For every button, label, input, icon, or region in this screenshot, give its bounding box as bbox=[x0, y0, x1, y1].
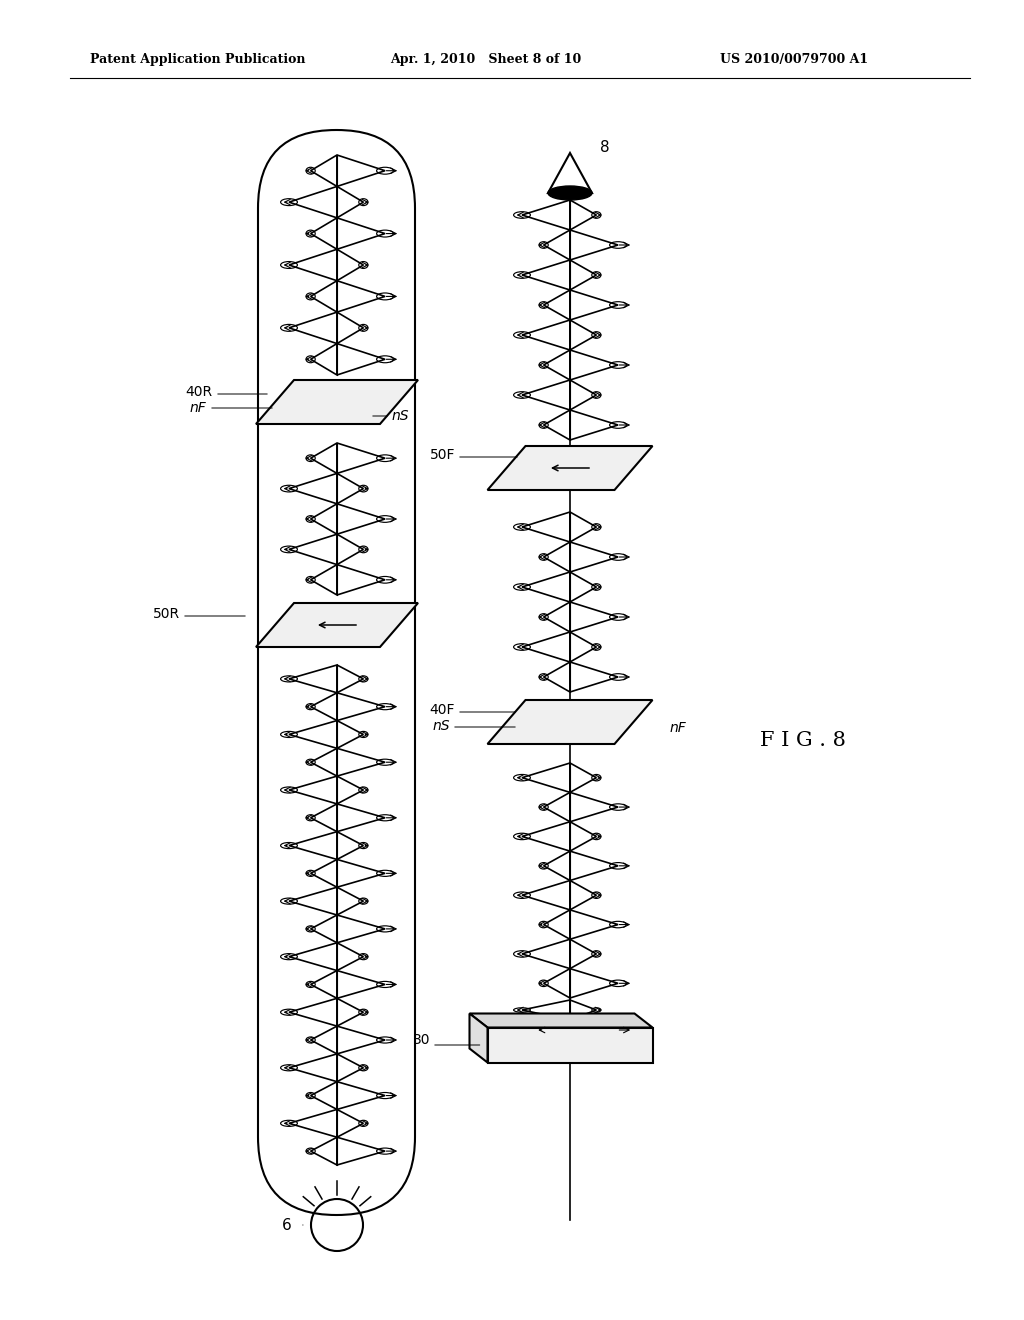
Text: Apr. 1, 2010   Sheet 8 of 10: Apr. 1, 2010 Sheet 8 of 10 bbox=[390, 54, 582, 66]
Text: 8: 8 bbox=[600, 140, 609, 156]
Text: 40R: 40R bbox=[185, 385, 212, 399]
Text: F I G . 8: F I G . 8 bbox=[760, 730, 846, 750]
FancyBboxPatch shape bbox=[258, 129, 415, 1214]
Text: 50R: 50R bbox=[153, 607, 180, 620]
Text: 6: 6 bbox=[282, 1217, 292, 1233]
Polygon shape bbox=[469, 1014, 652, 1027]
Text: 50F: 50F bbox=[429, 447, 455, 462]
Polygon shape bbox=[256, 380, 418, 424]
Polygon shape bbox=[487, 446, 652, 490]
Text: 30: 30 bbox=[413, 1034, 430, 1047]
Polygon shape bbox=[256, 603, 418, 647]
Text: nF: nF bbox=[189, 401, 206, 414]
Text: US 2010/0079700 A1: US 2010/0079700 A1 bbox=[720, 54, 868, 66]
Polygon shape bbox=[487, 700, 652, 744]
Text: 40F: 40F bbox=[429, 704, 455, 717]
Polygon shape bbox=[469, 1014, 487, 1063]
Text: Patent Application Publication: Patent Application Publication bbox=[90, 54, 305, 66]
Polygon shape bbox=[487, 1027, 652, 1063]
Ellipse shape bbox=[548, 186, 592, 201]
Text: nF: nF bbox=[670, 721, 687, 735]
Text: nS: nS bbox=[392, 409, 410, 422]
Text: nS: nS bbox=[432, 719, 450, 733]
